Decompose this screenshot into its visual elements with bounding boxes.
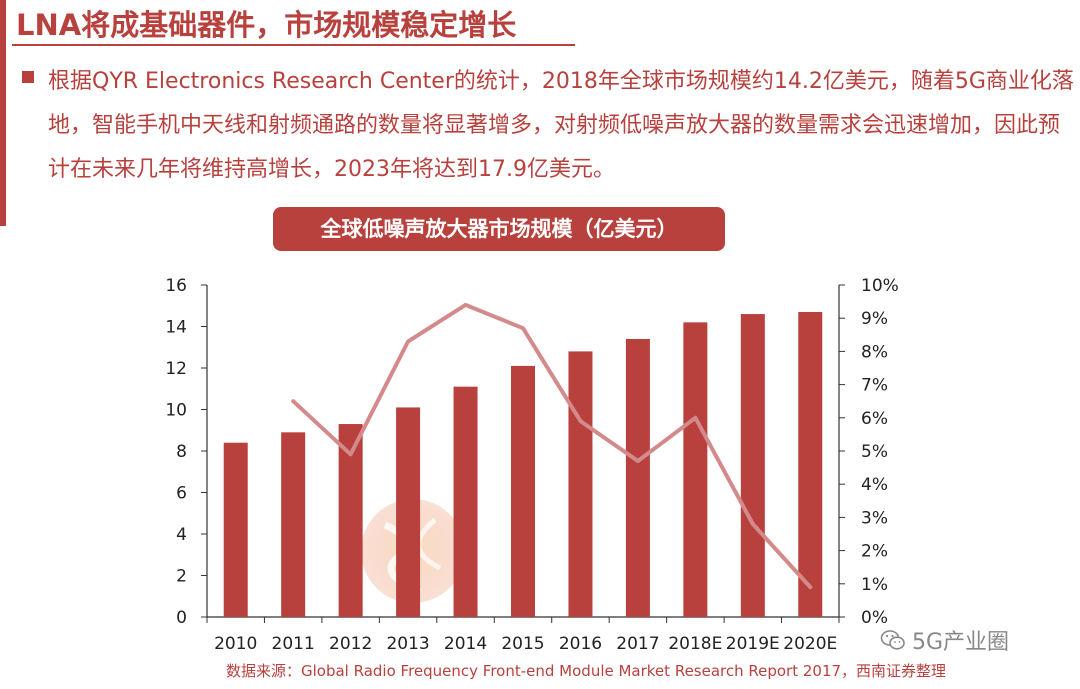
wechat-icon [880, 630, 905, 650]
left-tick-label: 12 [165, 359, 187, 379]
x-tick-label: 2010 [214, 634, 257, 654]
brand-badge: 5G产业圈 [880, 624, 1009, 656]
right-tick-label: 8% [861, 342, 888, 362]
chart-title: 全球低噪声放大器市场规模（亿美元） [273, 207, 725, 251]
right-tick-label: 9% [861, 309, 888, 329]
right-tick-label: 1% [861, 575, 888, 595]
slide-title: LNA将成基础器件，市场规模稳定增长 [16, 8, 517, 42]
bar-2016 [568, 351, 593, 617]
left-tick-label: 14 [165, 318, 187, 338]
left-tick-label: 6 [176, 484, 187, 504]
right-tick-label: 10% [861, 276, 899, 296]
x-tick-label: 2011 [272, 634, 315, 654]
bar-2014 [453, 386, 478, 617]
bar-2020E [798, 311, 823, 617]
x-tick-label: 2019E [726, 634, 780, 654]
plot-area: 0 2 4 6 8 10 12 14 16 0% 1% 2% 3% 4% 5% 6% 7% 8% 9% 10% 2010… [165, 276, 898, 654]
right-tick-label: 7% [861, 376, 888, 396]
right-tick-label: 6% [861, 409, 888, 429]
bar-2019E [740, 314, 765, 617]
bar-2011 [281, 432, 306, 617]
x-tick-label: 2017 [616, 634, 659, 654]
right-tick-label: 4% [861, 475, 888, 495]
bar-2018E [683, 322, 708, 617]
left-tick-label: 8 [176, 442, 187, 462]
bullet-square-icon [22, 71, 34, 83]
left-accent-bar [0, 0, 6, 226]
source-note: 数据来源：Global Radio Frequency Front-end Mo… [226, 662, 947, 680]
left-tick-label: 4 [176, 525, 187, 545]
x-tick-label: 2014 [444, 634, 487, 654]
bullet-text: 根据QYR Electronics Research Center的统计，201… [48, 69, 1074, 182]
bar-2017 [625, 338, 650, 617]
x-tick-label: 2012 [329, 634, 372, 654]
right-tick-label: 3% [861, 508, 888, 528]
x-tick-label: 2020E [783, 634, 837, 654]
x-tick-label: 2013 [386, 634, 429, 654]
x-tick-label: 2018E [668, 634, 722, 654]
x-tick-label: 2015 [501, 634, 544, 654]
right-tick-label: 2% [861, 542, 888, 562]
bar-2013 [396, 407, 421, 617]
right-tick-label: 0% [861, 608, 888, 628]
growth-line [291, 302, 813, 590]
bar-2010 [223, 442, 248, 617]
x-tick-label: 2016 [559, 634, 602, 654]
left-tick-label: 2 [176, 567, 187, 587]
title-underline: LNA将成基础器件，市场规模稳定增长 [12, 0, 575, 46]
left-tick-label: 0 [176, 608, 187, 628]
left-tick-label: 16 [165, 276, 187, 296]
brand-label: 5G产业圈 [912, 630, 1010, 655]
left-tick-label: 10 [165, 401, 187, 421]
right-tick-label: 5% [861, 442, 888, 462]
bar-2015 [511, 365, 535, 617]
